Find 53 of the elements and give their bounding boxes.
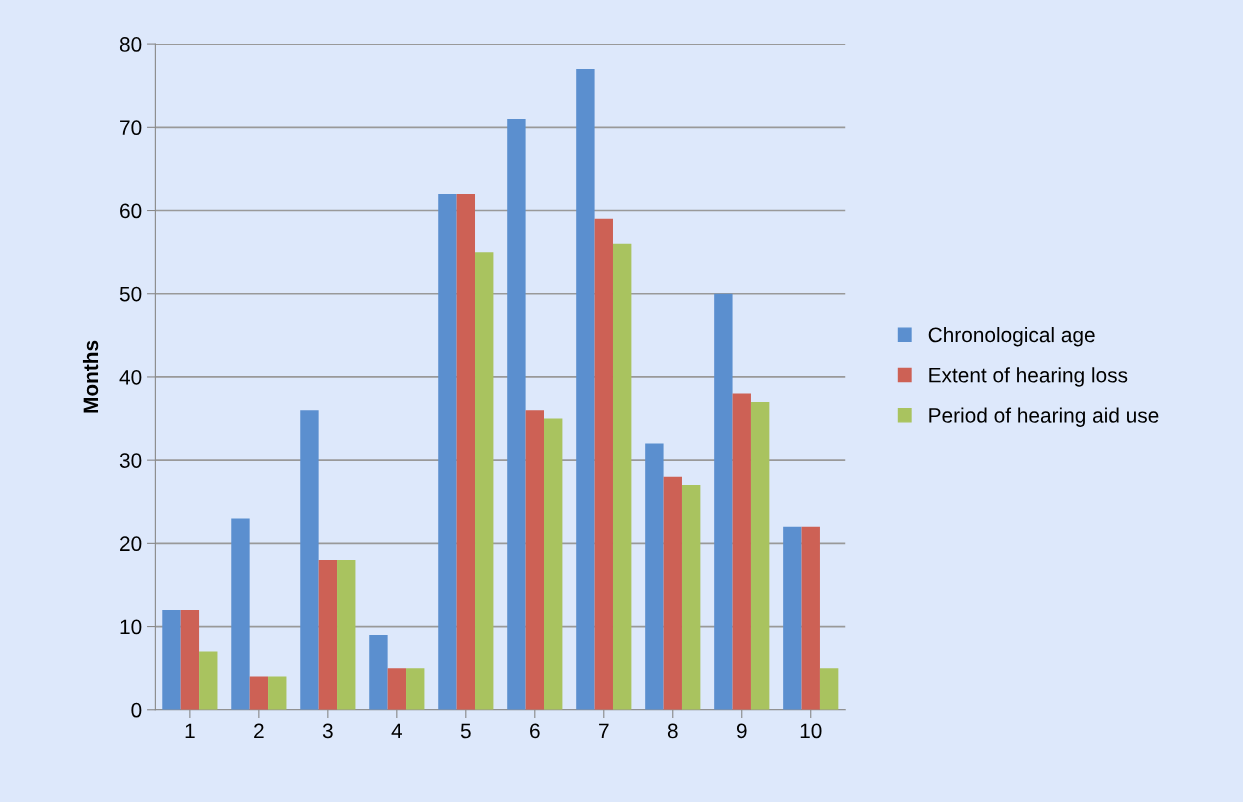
x-tick-label: 10: [800, 723, 822, 739]
bar: [732, 393, 751, 710]
x-tick-label: 2: [254, 723, 264, 739]
bar: [180, 609, 200, 710]
y-tick-label: 0: [131, 702, 142, 718]
bar: [406, 668, 425, 710]
bar: [231, 518, 250, 710]
bar: [594, 218, 613, 710]
y-tick-label: 30: [119, 453, 142, 468]
bar: [714, 293, 733, 710]
bar: [801, 526, 820, 710]
bar: [750, 401, 770, 710]
bar: [612, 243, 632, 710]
bar: [645, 443, 664, 710]
y-tick-label: 10: [120, 619, 142, 635]
bar: [681, 485, 701, 710]
y-tick-label: 50: [119, 286, 142, 302]
bar: [525, 410, 544, 710]
bar: [318, 560, 338, 710]
bar: [162, 609, 181, 710]
y-tick-label: 60: [120, 203, 142, 219]
bar: [300, 410, 319, 710]
legend-label: Extent of hearing loss: [929, 367, 1128, 387]
legend-label: Period of hearing aid use: [929, 407, 1159, 427]
bar: [249, 676, 269, 710]
y-tick-label: 70: [120, 120, 142, 136]
bar: [475, 252, 494, 710]
x-tick-label: 7: [599, 723, 609, 739]
y-tick-label: 20: [120, 536, 142, 552]
bar: [387, 668, 407, 710]
legend-label: Chronological age: [928, 326, 1095, 347]
y-tick-label: 80: [119, 37, 142, 52]
bar: [337, 560, 356, 710]
y-tick-label: 40: [119, 369, 142, 385]
bar: [199, 651, 218, 710]
x-tick-label: 3: [322, 723, 333, 739]
x-tick-label: 9: [736, 723, 747, 739]
y-axis-title: Months: [82, 340, 99, 413]
x-tick-label: 4: [391, 723, 403, 739]
bar: [438, 193, 457, 710]
x-tick-label: 1: [185, 723, 195, 739]
bar: [663, 476, 682, 710]
x-tick-label: 8: [667, 723, 678, 739]
bar: [819, 668, 839, 710]
bar: [576, 69, 595, 710]
x-tick-label: 6: [530, 723, 540, 739]
bar: [507, 119, 526, 710]
x-tick-label: 5: [460, 723, 471, 739]
bar: [456, 193, 476, 710]
bar: [783, 526, 802, 710]
bar: [544, 418, 563, 710]
bar: [268, 676, 287, 710]
bar: [369, 634, 388, 710]
